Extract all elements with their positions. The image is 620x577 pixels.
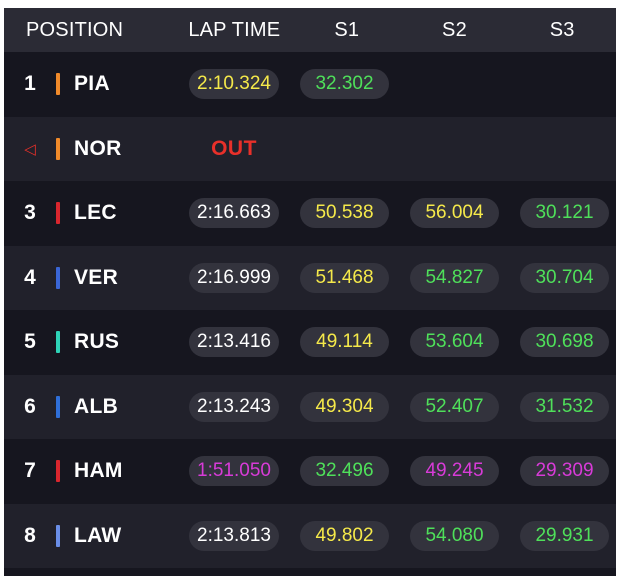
lap-time-cell: 2:13.813 — [189, 520, 279, 551]
sector-1-cell: 49.802 — [300, 520, 389, 551]
sector-3-cell: 29.931 — [520, 520, 609, 551]
team-color-bar — [56, 266, 60, 289]
lap-time-cell: 2:10.324 — [189, 69, 279, 100]
table-row[interactable]: 7 HAM 1:51.050 32.496 49.245 29.309 — [4, 439, 616, 504]
team-color-bar — [56, 524, 60, 547]
position-number: 7 — [24, 459, 36, 483]
lap-time-cell: 2:16.663 — [189, 198, 279, 229]
team-color-bar — [56, 73, 60, 96]
sector-2-cell: 54.080 — [410, 520, 499, 551]
sector-1-cell: 32.302 — [300, 69, 389, 100]
table-row[interactable]: 3 LEC 2:16.663 50.538 56.004 30.121 — [4, 181, 616, 246]
sector-3-cell: 30.704 — [520, 262, 609, 293]
sector-1-cell: 51.468 — [300, 262, 389, 293]
header-s3: S3 — [549, 18, 575, 41]
team-color-bar — [56, 137, 60, 160]
position-number: 4 — [24, 265, 36, 289]
position-number: 6 — [24, 394, 36, 418]
header-position: POSITION — [26, 18, 124, 41]
driver-code: LAW — [74, 523, 122, 547]
driver-code: PIA — [74, 72, 110, 96]
position-number: 3 — [24, 201, 36, 225]
sector-3-cell: 29.309 — [520, 456, 609, 487]
driver-code: RUS — [74, 330, 120, 354]
status-out-label: OUT — [211, 136, 257, 160]
lap-time-cell: 2:13.416 — [189, 327, 279, 358]
driver-code: ALB — [74, 394, 119, 418]
sector-3-cell: 30.121 — [520, 198, 609, 229]
position-number: 5 — [24, 330, 36, 354]
driver-code: VER — [74, 265, 119, 289]
lap-time-cell: 1:51.050 — [189, 456, 279, 487]
sector-3-cell: 31.532 — [520, 391, 609, 422]
lap-time-cell: 2:13.243 — [189, 391, 279, 422]
header-lap-time: LAP TIME — [188, 18, 281, 41]
position-triangle-icon: ◁ — [24, 140, 36, 158]
position-number: 1 — [24, 72, 36, 96]
table-row[interactable]: 4 VER 2:16.999 51.468 54.827 30.704 — [4, 245, 616, 310]
table-row[interactable]: 8 LAW 2:13.813 49.802 54.080 29.931 — [4, 503, 616, 568]
header-s1: S1 — [334, 18, 360, 41]
team-color-bar — [56, 331, 60, 354]
sector-2-cell: 53.604 — [410, 327, 499, 358]
sector-3-cell: 30.698 — [520, 327, 609, 358]
sector-2-cell: 54.827 — [410, 262, 499, 293]
header-s2: S2 — [442, 18, 467, 41]
table-header: POSITION LAP TIME S1 S2 S3 — [4, 8, 616, 52]
sector-2-cell: 52.407 — [410, 391, 499, 422]
sector-1-cell: 32.496 — [300, 456, 389, 487]
team-color-bar — [56, 395, 60, 418]
driver-code: HAM — [74, 459, 123, 483]
sector-1-cell: 50.538 — [300, 198, 389, 229]
table-body: 1 PIA 2:10.324 32.302 ◁ NOR OUT 3 LEC 2:16.663 50.… — [4, 52, 616, 568]
table-row[interactable]: 6 ALB 2:13.243 49.304 52.407 31.532 — [4, 374, 616, 439]
timing-board: POSITION LAP TIME S1 S2 S3 1 PIA 2:10.324 3… — [4, 8, 616, 576]
position-number: 8 — [24, 523, 36, 547]
sector-2-cell: 56.004 — [410, 198, 499, 229]
table-row[interactable]: 5 RUS 2:13.416 49.114 53.604 30.698 — [4, 310, 616, 375]
table-row[interactable]: 1 PIA 2:10.324 32.302 — [4, 52, 616, 117]
team-color-bar — [56, 202, 60, 225]
sector-1-cell: 49.304 — [300, 391, 389, 422]
team-color-bar — [56, 460, 60, 483]
driver-code: NOR — [74, 136, 122, 160]
lap-time-cell: 2:16.999 — [189, 262, 279, 293]
table-row[interactable]: ◁ NOR OUT — [4, 116, 616, 181]
driver-code: LEC — [74, 201, 117, 225]
sector-1-cell: 49.114 — [300, 327, 389, 358]
sector-2-cell: 49.245 — [410, 456, 499, 487]
